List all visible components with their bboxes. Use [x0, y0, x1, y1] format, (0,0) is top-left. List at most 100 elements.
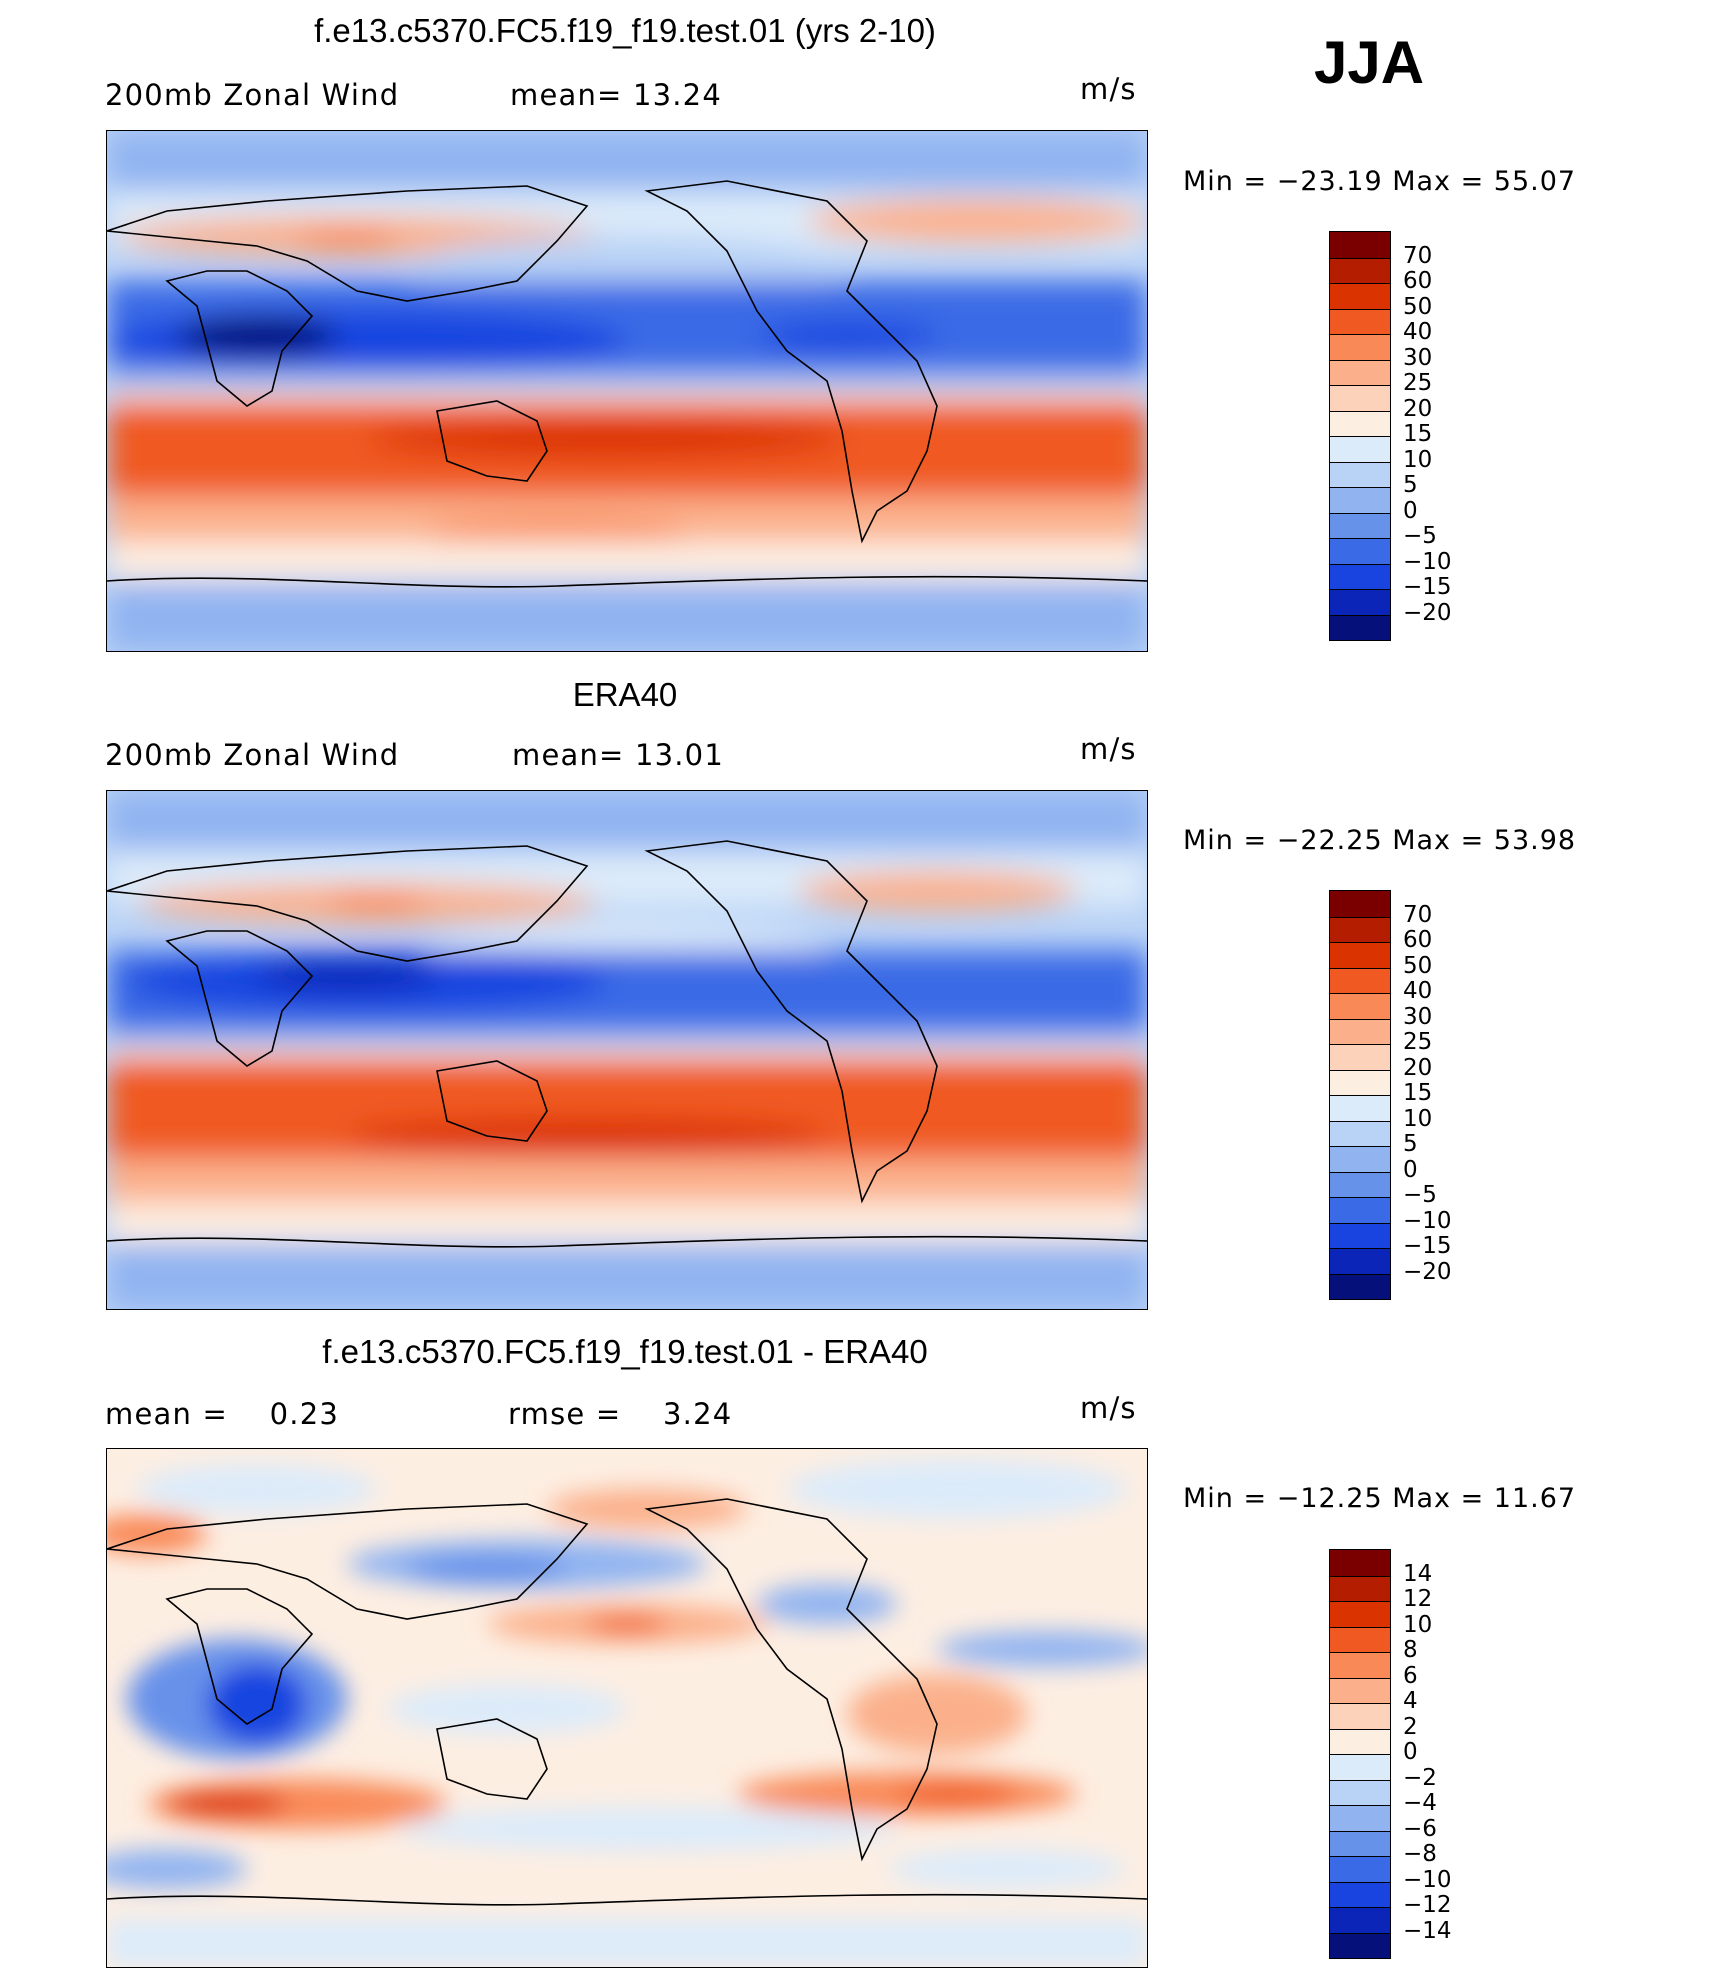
legend-swatch: [1330, 1273, 1390, 1299]
legend-tick-label: −6: [1403, 1815, 1437, 1842]
legend-model: [1329, 231, 1391, 641]
legend-swatch: [1330, 1248, 1390, 1274]
map-model-field: [107, 131, 1147, 651]
legend-tick-label: 40: [1403, 978, 1433, 1004]
legend-swatch: [1330, 1222, 1390, 1248]
panel-units-label: m/s: [1080, 732, 1137, 766]
legend-swatch: [1330, 1881, 1390, 1907]
legend-tick-label: 25: [1403, 1029, 1433, 1055]
legend-swatch: [1330, 257, 1390, 283]
panel-title-model: f.e13.c5370.FC5.f19_f19.test.01 (yrs 2-1…: [314, 12, 936, 49]
legend-swatch: [1330, 283, 1390, 309]
legend-tick-label: 2: [1403, 1713, 1418, 1740]
legend-swatch: [1330, 1069, 1390, 1095]
legend-swatch: [1330, 232, 1390, 258]
legend-tick-label: 12: [1403, 1586, 1433, 1612]
legend-swatch: [1330, 1830, 1390, 1856]
coastlines: [107, 180, 1147, 588]
map-diff: [106, 1448, 1148, 1968]
legend-swatch: [1330, 1703, 1390, 1729]
legend-tick-label: −10: [1403, 1207, 1452, 1234]
legend-swatch: [1330, 1856, 1390, 1882]
legend-swatch: [1330, 1805, 1390, 1831]
legend-swatch: [1330, 512, 1390, 538]
legend-tick-label: 8: [1403, 1637, 1418, 1663]
legend-tick-label: 10: [1403, 446, 1433, 473]
map-diff-field: [107, 1449, 1147, 1967]
legend-swatch: [1330, 967, 1390, 993]
legend-tick-label: 50: [1403, 952, 1433, 979]
legend-swatch: [1330, 1728, 1390, 1754]
legend-swatch: [1330, 614, 1390, 640]
legend-tick-label: 70: [1403, 242, 1433, 269]
legend-tick-label: −4: [1403, 1790, 1437, 1816]
legend-swatch: [1330, 589, 1390, 615]
panel-units-label: m/s: [1080, 1391, 1137, 1425]
legend-swatch: [1330, 1932, 1390, 1958]
legend-tick-label: 20: [1403, 395, 1433, 422]
legend-tick-label: 5: [1403, 1131, 1418, 1157]
legend-swatch: [1330, 891, 1390, 917]
legend-tick-label: 0: [1403, 1156, 1418, 1183]
legend-tick-label: 70: [1403, 901, 1433, 928]
panel-variable-label: 200mb Zonal Wind: [105, 78, 400, 112]
legend-tick-label: 15: [1403, 1080, 1433, 1106]
legend-tick-label: −20: [1403, 599, 1452, 626]
panel-title-diff: f.e13.c5370.FC5.f19_f19.test.01 - ERA40: [322, 1333, 928, 1370]
legend-tick-label: 0: [1403, 1739, 1418, 1765]
legend-tick-label: 4: [1403, 1688, 1418, 1714]
legend-tick-label: 0: [1403, 497, 1418, 524]
map-obs-field: [107, 791, 1147, 1309]
legend-swatch: [1330, 1677, 1390, 1703]
panel-variable-label: 200mb Zonal Wind: [105, 738, 400, 772]
legend-tick-label: −2: [1403, 1764, 1437, 1791]
legend-swatch: [1330, 1044, 1390, 1070]
legend-swatch: [1330, 942, 1390, 968]
legend-tick-label: −20: [1403, 1258, 1452, 1285]
legend-swatch: [1330, 916, 1390, 942]
panel-mean-label: mean = 0.23: [105, 1397, 340, 1431]
legend-tick-label: 10: [1403, 1611, 1433, 1638]
panel-minmax-label: Min = −22.25 Max = 53.98: [1183, 825, 1577, 856]
legend-swatch: [1330, 1652, 1390, 1678]
legend-tick-label: 10: [1403, 1105, 1433, 1132]
legend-swatch: [1330, 385, 1390, 411]
legend-tick-label: 30: [1403, 344, 1433, 371]
legend-diff: [1329, 1549, 1391, 1959]
legend-tick-label: 15: [1403, 421, 1433, 447]
panel-rmse-label: rmse = 3.24: [508, 1397, 733, 1431]
map-obs: [106, 790, 1148, 1310]
legend-tick-label: 20: [1403, 1054, 1433, 1081]
legend-swatch: [1330, 1779, 1390, 1805]
map-model: [106, 130, 1148, 652]
legend-tick-label: −5: [1403, 1182, 1437, 1208]
legend-obs: [1329, 890, 1391, 1300]
legend-swatch: [1330, 1171, 1390, 1197]
legend-tick-label: 5: [1403, 472, 1418, 498]
legend-swatch: [1330, 1575, 1390, 1601]
panel-units-label: m/s: [1080, 72, 1137, 106]
legend-tick-label: 60: [1403, 268, 1433, 294]
legend-swatch: [1330, 410, 1390, 436]
legend-swatch: [1330, 1907, 1390, 1933]
legend-tick-label: 30: [1403, 1003, 1433, 1030]
season-label: JJA: [1314, 29, 1425, 96]
panel-minmax-label: Min = −12.25 Max = 11.67: [1183, 1483, 1577, 1514]
legend-swatch: [1330, 563, 1390, 589]
legend-swatch: [1330, 487, 1390, 513]
legend-tick-label: 60: [1403, 927, 1433, 953]
legend-tick-label: 6: [1403, 1662, 1418, 1689]
legend-swatch: [1330, 1146, 1390, 1172]
legend-tick-label: −12: [1403, 1892, 1452, 1918]
legend-tick-label: −10: [1403, 1866, 1452, 1893]
panel-mean-label: mean= 13.24: [510, 78, 722, 112]
legend-swatch: [1330, 359, 1390, 385]
legend-tick-label: 14: [1403, 1560, 1433, 1587]
legend-swatch: [1330, 1120, 1390, 1146]
legend-swatch: [1330, 1095, 1390, 1121]
legend-tick-label: −10: [1403, 548, 1452, 575]
legend-swatch: [1330, 436, 1390, 462]
legend-tick-label: −5: [1403, 523, 1437, 549]
legend-swatch: [1330, 538, 1390, 564]
coastlines: [107, 1498, 1147, 1906]
